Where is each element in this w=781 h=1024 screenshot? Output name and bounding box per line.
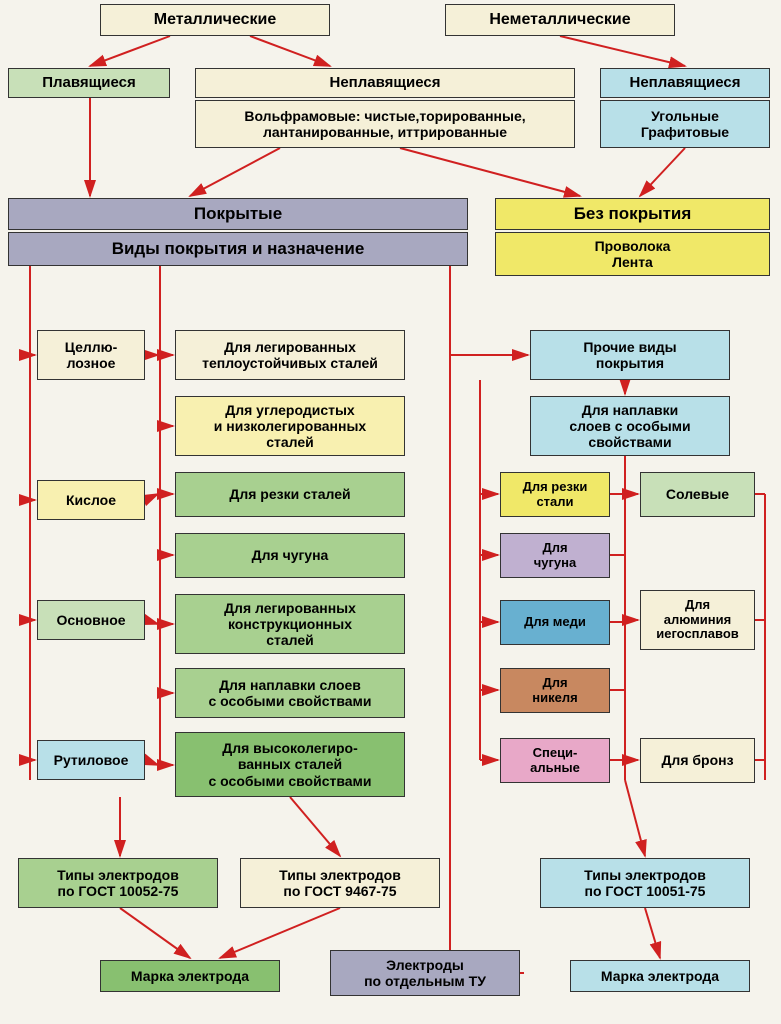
node-n30: Для высоколегиро-ванных сталейс особыми … <box>175 732 405 797</box>
node-n27: Для наплавки слоевс особыми свойствами <box>175 668 405 718</box>
node-n9: Виды покрытия и назначение <box>8 232 468 266</box>
node-n1: Металлические <box>100 4 330 36</box>
node-n34: Типы электродовпо ГОСТ 9467-75 <box>240 858 440 908</box>
node-n7: УгольныеГрафитовые <box>600 100 770 148</box>
node-n2: Неметаллические <box>445 4 675 36</box>
node-n5: Вольфрамовые: чистые,торированные,лантан… <box>195 100 575 148</box>
node-n28: Дляникеля <box>500 668 610 713</box>
node-n15: Для углеродистыхи низколегированныхстале… <box>175 396 405 456</box>
node-n37: Электродыпо отдельным ТУ <box>330 950 520 996</box>
node-n35: Типы электродовпо ГОСТ 10051-75 <box>540 858 750 908</box>
node-n12: Целлю-лозное <box>37 330 145 380</box>
node-n22: Длячугуна <box>500 533 610 578</box>
node-n23: Основное <box>37 600 145 640</box>
node-n16: Для наплавкислоев с особымисвойствами <box>530 396 730 456</box>
node-n19: Для резкистали <box>500 472 610 517</box>
node-n32: Для бронз <box>640 738 755 783</box>
node-n18: Для резки сталей <box>175 472 405 517</box>
node-n29: Рутиловое <box>37 740 145 780</box>
node-n31: Специ-альные <box>500 738 610 783</box>
node-n26: Дляалюминияиегосплавов <box>640 590 755 650</box>
node-n25: Для меди <box>500 600 610 645</box>
node-n14: Прочие видыпокрытия <box>530 330 730 380</box>
node-n24: Для легированныхконструкционныхсталей <box>175 594 405 654</box>
node-n11: ПроволокаЛента <box>495 232 770 276</box>
node-n8: Покрытые <box>8 198 468 230</box>
node-n36: Марка электрода <box>100 960 280 992</box>
node-n17: Кислое <box>37 480 145 520</box>
node-n3: Плавящиеся <box>8 68 170 98</box>
node-n21: Для чугуна <box>175 533 405 578</box>
node-n33: Типы электродовпо ГОСТ 10052-75 <box>18 858 218 908</box>
node-n10: Без покрытия <box>495 198 770 230</box>
node-n38: Марка электрода <box>570 960 750 992</box>
node-n4: Неплавящиеся <box>195 68 575 98</box>
node-n13: Для легированныхтеплоустойчивых сталей <box>175 330 405 380</box>
node-n20: Солевые <box>640 472 755 517</box>
node-n6: Неплавящиеся <box>600 68 770 98</box>
